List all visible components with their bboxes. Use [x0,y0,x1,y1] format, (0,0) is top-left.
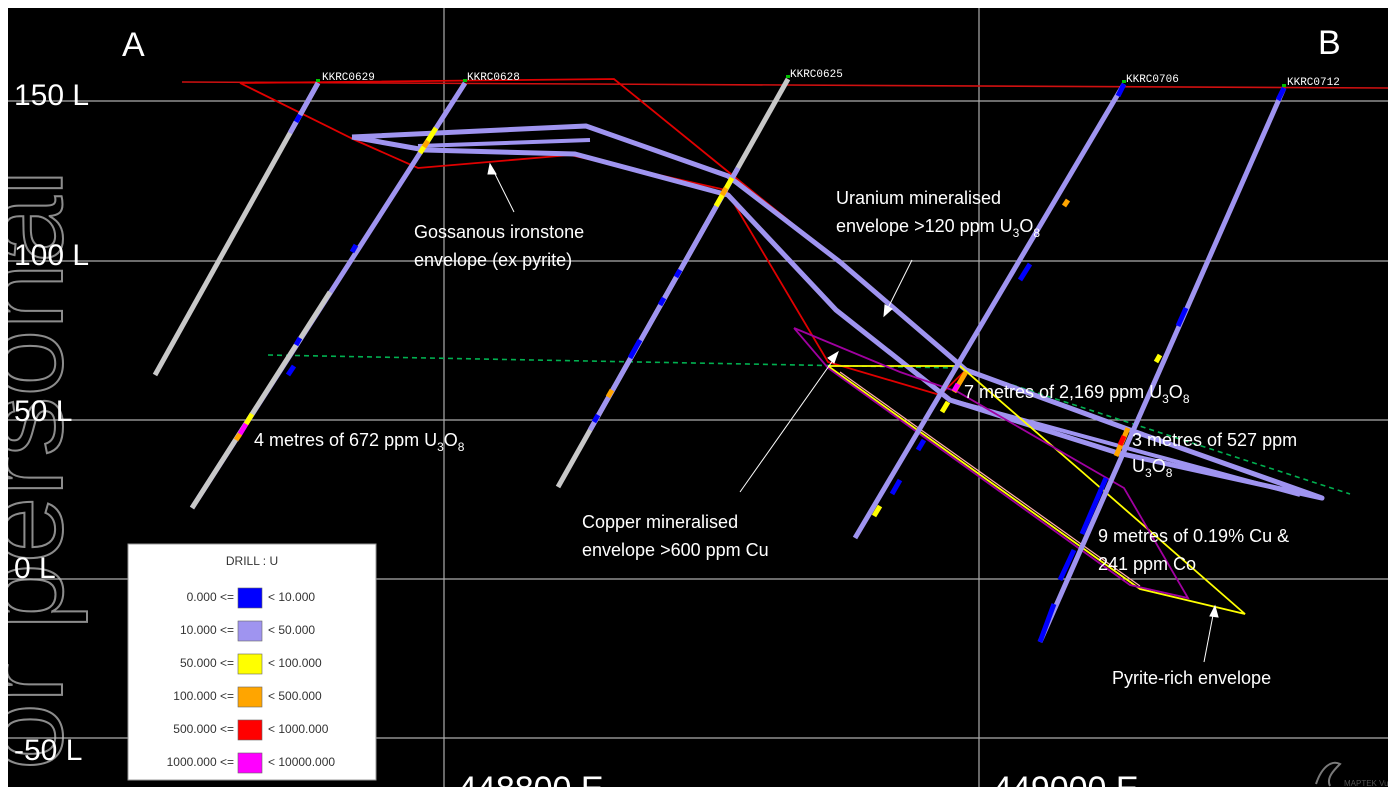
easting-label-449000: 449000 E [993,770,1139,787]
gossan-label-line-2: envelope (ex pyrite) [414,250,572,270]
intercept-527-o: O [1152,456,1166,476]
section-label-b: B [1318,24,1341,62]
legend-row: 10.000 <= < 50.000 [180,620,315,642]
hole-label-kkrc0629: KKRC0629 [322,72,375,84]
copper-envelope-inner-line [839,371,1141,587]
legend-row-high: < 500.000 [268,689,322,703]
watermark-text: or personal [0,170,88,770]
legend-swatch-0 [237,587,263,609]
drill-hole-kkrc0629 [152,81,321,377]
legend-row: 100.000 <= < 500.000 [173,686,322,708]
uranium-label-line-1: Uranium mineralised [836,188,1001,208]
legend-row: 50.000 <= < 100.000 [180,653,322,675]
legend-row: 1000.000 <= < 10000.000 [167,752,335,774]
gossan-envelope-outline [239,78,968,397]
legend-row-low: 50.000 <= [180,656,234,670]
legend-row: 0.000 <= < 10.000 [187,587,315,609]
intercept-2169-o: O [1169,382,1183,402]
legend-row-low: 1000.000 <= [167,755,234,769]
drill-hole-kkrc0628 [189,81,468,510]
maptek-logo-text: MAPTEK Vulcan [1344,779,1388,787]
intercept-527-line-1: 3 metres of 527 ppm [1132,430,1297,450]
pyrite-envelope-outline [793,327,1190,600]
hole-label-kkrc0628: KKRC0628 [467,72,520,84]
hole-label-kkrc0625: KKRC0625 [790,69,843,81]
annotation-arrows [487,162,1219,663]
legend-row-low: 100.000 <= [173,689,234,703]
rl-label-minus50: -50 L [14,734,82,767]
legend-swatch-4 [237,719,263,741]
annotation-labels: Gossanous ironstone envelope (ex pyrite)… [254,188,1297,688]
intercept-2169-sub-3: 3 [1162,392,1169,406]
rl-label-50: 50 L [14,395,72,428]
drill-hole-kkrc0712 [1037,86,1287,644]
legend-title: DRILL : U [226,554,278,568]
easting-label-448800: 448800 E [458,770,604,787]
cuco-label-line-1: 9 metres of 0.19% Cu & [1098,526,1289,546]
maptek-logo: MAPTEK Vulcan [1315,761,1388,787]
intercept-527-u: U [1132,456,1145,476]
uranium-label-o: O [1019,216,1033,236]
hole-id-labels: KKRC0629 KKRC0628 KKRC0625 KKRC0706 KKRC… [322,69,1340,89]
section-label-a: A [122,26,145,64]
intercept-2169-sub-8: 8 [1183,392,1190,406]
legend-background [127,543,377,781]
intercept-672-sub-8: 8 [458,440,465,454]
legend-swatch-3 [237,686,263,708]
drill-hole-kkrc0625 [555,77,791,489]
legend-row-low: 10.000 <= [180,623,234,637]
legend-row-low: 0.000 <= [187,590,234,604]
intercept-672-sub-3: 3 [437,440,444,454]
uranium-label-sub-3: 3 [1013,226,1020,240]
intercept-527-line-2: U3O8 [1132,456,1173,480]
legend-row-low: 500.000 <= [173,722,234,736]
pyrite-label: Pyrite-rich envelope [1112,668,1271,688]
rl-label-150: 150 L [14,79,89,112]
rl-label-100: 100 L [14,239,89,272]
drill-hole-kkrc0706 [852,82,1127,540]
legend-row-high: < 1000.000 [268,722,329,736]
legend-swatch-5 [237,752,263,774]
intercept-2169-label: 7 metres of 2,169 ppm U3O8 [964,382,1190,406]
legend-row-high: < 10000.000 [268,755,335,769]
copper-label-line-2: envelope >600 ppm Cu [582,540,769,560]
drill-holes [152,77,1287,644]
legend-swatch-2 [237,653,263,675]
rl-labels: 150 L 100 L 50 L 0 L -50 L [14,79,89,767]
legend-row-high: < 50.000 [268,623,315,637]
hole-label-kkrc0706: KKRC0706 [1126,74,1179,86]
intercept-672-o: O [444,430,458,450]
legend: DRILL : U 0.000 <= < 10.000 10.000 <= < … [127,543,377,781]
intercept-527-sub-3: 3 [1145,466,1152,480]
hole-label-kkrc0712: KKRC0712 [1287,77,1340,89]
uranium-label-main: envelope >120 ppm U [836,216,1013,236]
legend-swatch-1 [237,620,263,642]
legend-row: 500.000 <= < 1000.000 [173,719,329,741]
copper-label-line-1: Copper mineralised [582,512,738,532]
legend-row-high: < 100.000 [268,656,322,670]
cuco-label-line-2: 241 ppm Co [1098,554,1196,574]
collar-markers [316,75,1286,87]
intercept-2169-main: 7 metres of 2,169 ppm U [964,382,1162,402]
copper-envelope-outline [827,365,1246,615]
maptek-logo-mark [1315,761,1342,787]
base-of-oxidation-line [267,354,1351,495]
gossan-label-line-1: Gossanous ironstone [414,222,584,242]
uranium-label-line-2: envelope >120 ppm U3O8 [836,216,1040,240]
intercept-672-label: 4 metres of 672 ppm U3O8 [254,430,465,454]
intercept-527-sub-8: 8 [1166,466,1173,480]
uranium-label-sub-8: 8 [1033,226,1040,240]
legend-row-high: < 10.000 [268,590,315,604]
rl-label-0: 0 L [14,552,56,585]
intercept-672-main: 4 metres of 672 ppm U [254,430,437,450]
